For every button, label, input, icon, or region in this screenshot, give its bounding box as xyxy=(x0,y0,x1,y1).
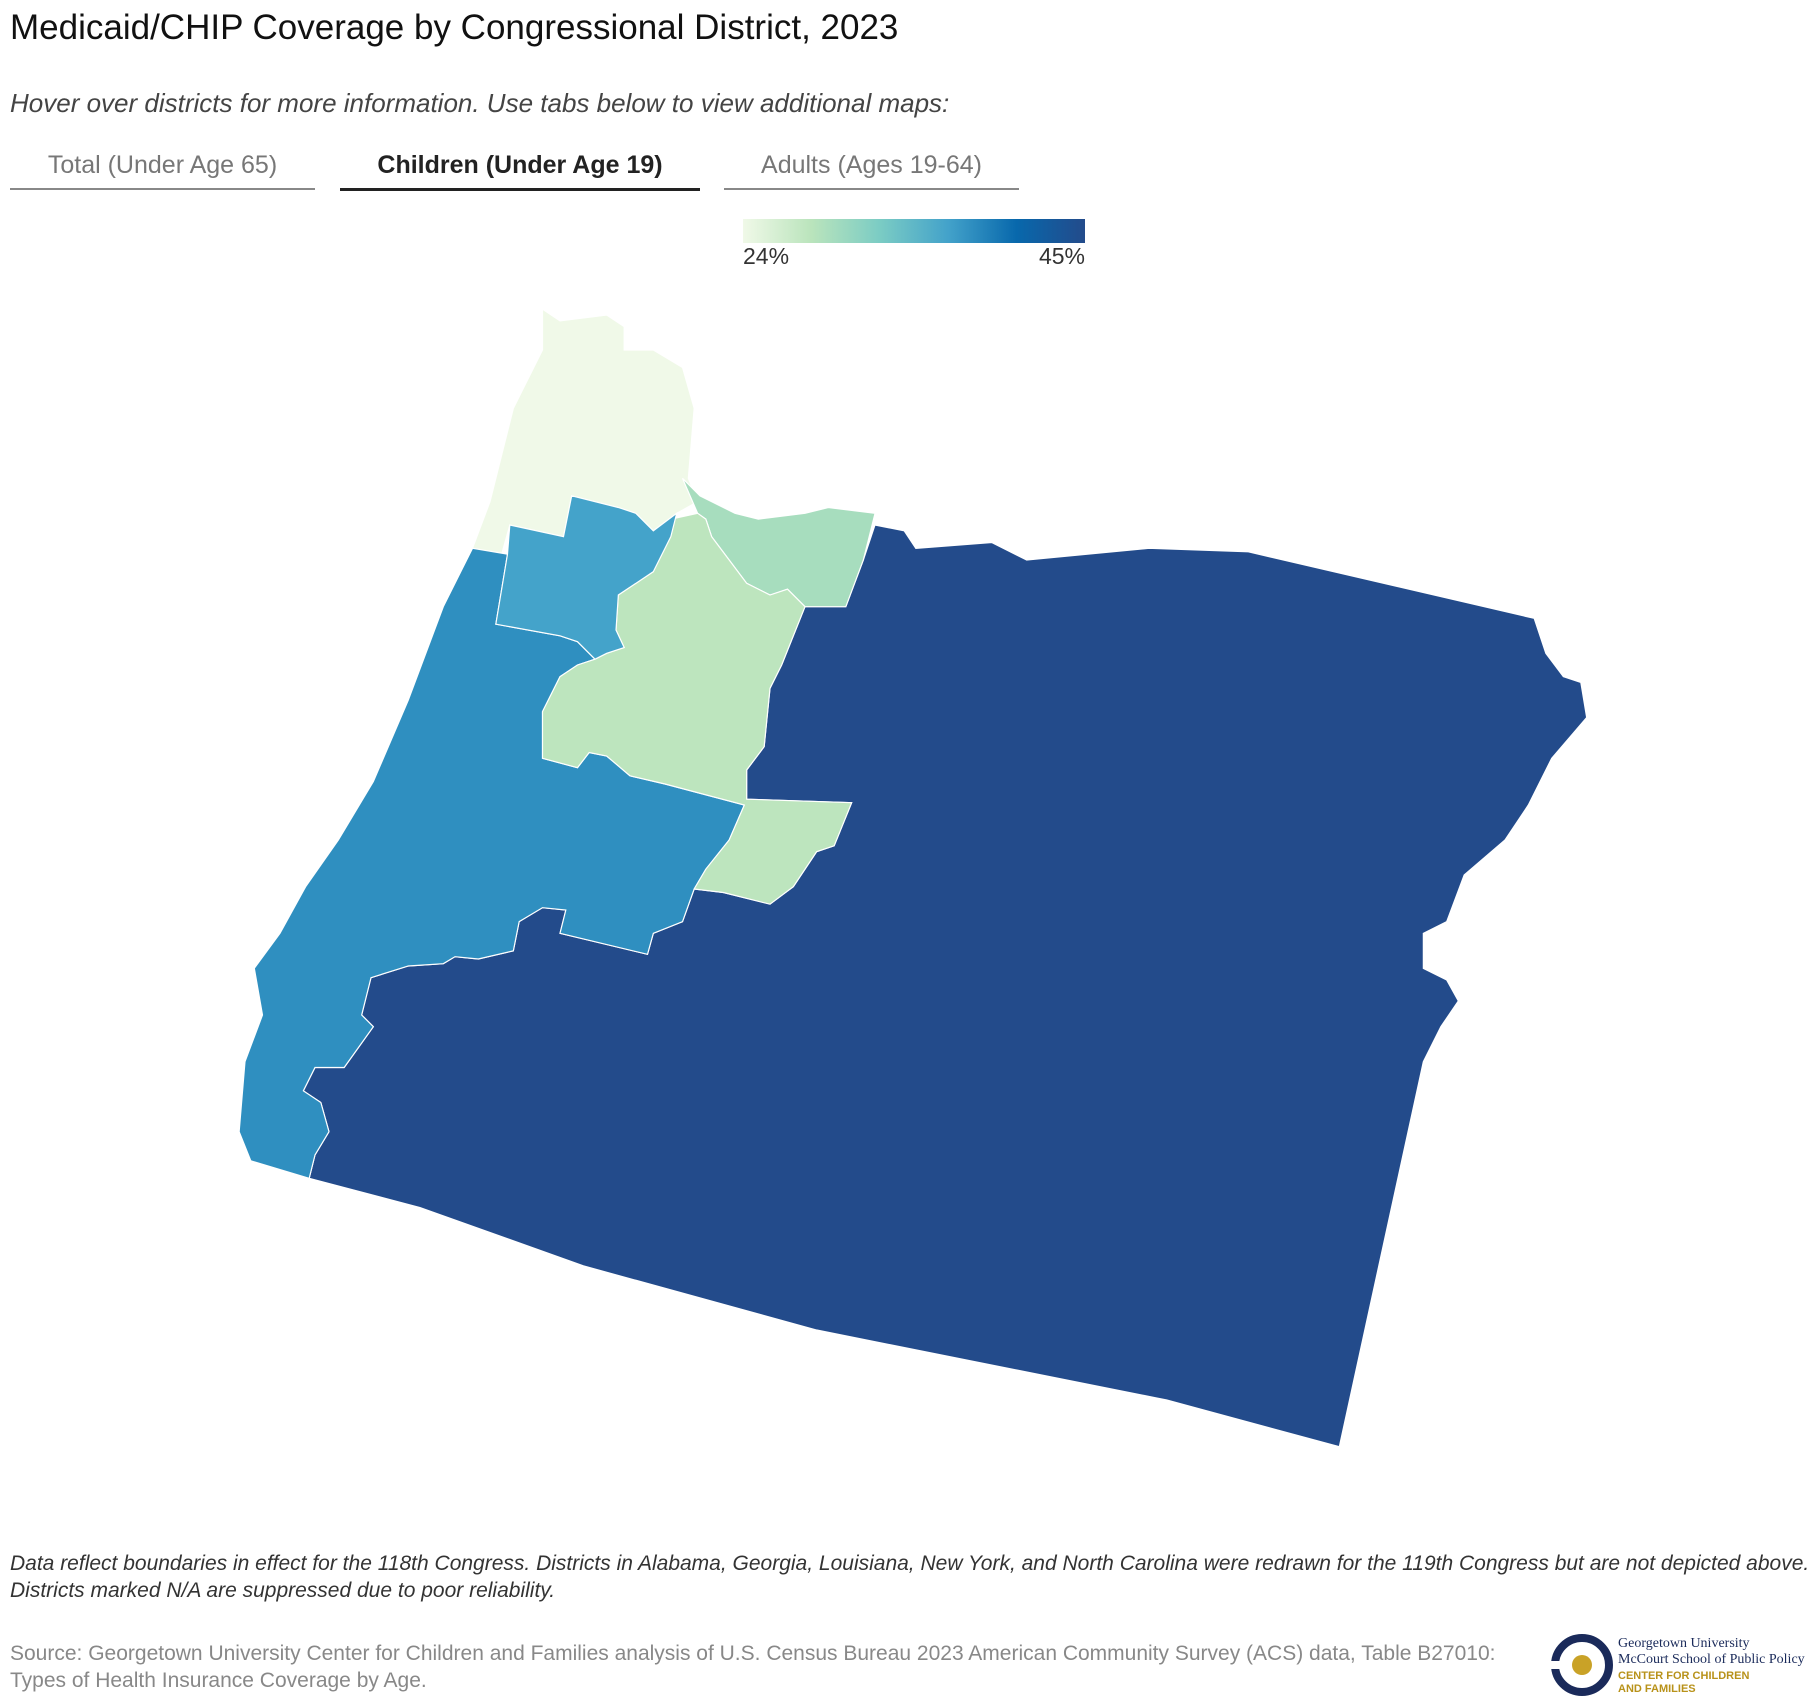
logo-text: McCourt School of Public Policy xyxy=(1618,1652,1805,1667)
footnote: Data reflect boundaries in effect for th… xyxy=(10,1552,1810,1602)
logo-text: Georgetown University xyxy=(1618,1636,1750,1651)
source: Source: Georgetown University Center for… xyxy=(10,1642,1496,1692)
map xyxy=(238,308,1588,1448)
logo-text: AND FAMILIES xyxy=(1618,1683,1696,1695)
tab[interactable]: Children (Under Age 19) xyxy=(340,148,700,191)
district[interactable] xyxy=(541,512,853,905)
title: Medicaid/CHIP Coverage by Congressional … xyxy=(10,8,899,47)
legend-bar xyxy=(743,219,1085,243)
tab[interactable]: Total (Under Age 65) xyxy=(10,148,315,190)
legend-min-label: 24% xyxy=(743,243,790,269)
logo-text: CENTER FOR CHILDREN xyxy=(1618,1670,1750,1682)
district[interactable] xyxy=(495,495,678,660)
logo-mark xyxy=(1550,1634,1613,1696)
legend-gradient xyxy=(743,219,1085,243)
legend-max-label: 45% xyxy=(1038,243,1085,269)
subtitle: Hover over districts for more informatio… xyxy=(10,88,950,118)
tab[interactable]: Adults (Ages 19-64) xyxy=(724,148,1019,190)
